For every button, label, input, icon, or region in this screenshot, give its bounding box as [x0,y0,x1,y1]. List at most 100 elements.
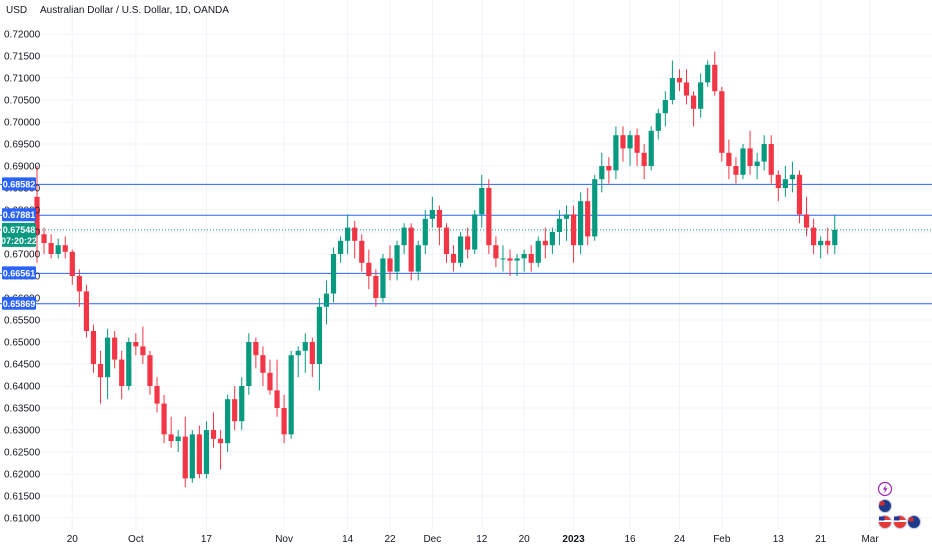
x-tick-label: 21 [815,534,827,545]
candle-body-down [387,258,393,272]
candle-body-down [267,372,273,391]
y-tick-label: 0.65000 [4,338,41,349]
candle [105,328,111,400]
current-price-label: 0.67548 [3,225,36,235]
candle [175,430,181,452]
candle-body-down [154,386,160,404]
x-tick-label: Mar [861,534,879,545]
y-tick-label: 0.62500 [4,448,41,459]
candle-body-up [415,245,421,272]
candle-body-down [465,236,471,250]
candle-body-up [578,201,584,246]
candle [401,223,407,254]
candle [246,333,252,395]
x-tick-label: 20 [67,534,79,545]
x-tick-label: 16 [624,534,636,545]
candle [309,337,315,378]
candle [782,166,788,197]
candle-body-up [330,254,337,294]
candle [719,86,725,162]
candle [232,386,238,430]
candle [740,144,746,180]
candle-body-down [719,91,725,153]
candle-body-down [450,254,457,263]
candle [768,135,774,184]
candle-body-down [147,355,153,386]
candle [479,174,485,228]
candle [443,223,450,263]
candle [450,245,457,272]
level-price-label: 0.68582 [3,179,36,189]
y-tick-label: 0.62000 [4,470,41,481]
candle [620,126,626,162]
candle-body-down [606,166,612,171]
currency-label: USD [6,5,27,16]
candle-body-up [549,232,555,246]
level-price-tag [2,266,36,280]
candle-body-down [97,364,104,378]
candle-body-up [754,161,760,166]
candle [90,324,97,373]
y-tick-label: 0.69500 [4,140,41,151]
candle-body-up [380,258,386,298]
current-price-tag [2,222,36,247]
us-flag-event-icon[interactable] [878,515,892,529]
candle-body-up [535,240,541,263]
candle [563,205,570,241]
candle-body-up [345,227,351,241]
candle-body-down [309,342,315,364]
time-axis[interactable]: 20 Oct 17 Nov 14 22 Dec 12 20 2023 16 24 Feb 13 21 Mar [67,534,880,545]
candle [556,210,563,246]
candle-body-down [570,214,577,246]
level-price-label: 0.65869 [3,299,36,309]
y-tick-label: 0.70000 [4,118,41,129]
candle [281,394,287,444]
lightning-event-icon[interactable] [877,481,893,497]
candle-body-down [210,430,217,439]
symbol-title: Australian Dollar / U.S. Dollar, 1D, OAN… [40,5,229,16]
candle-body-up [337,240,344,254]
candle-body-up [740,148,746,175]
candle-body-up [302,342,308,351]
candle-body-down [690,95,697,109]
candle [514,254,520,276]
us-flag-event-icon[interactable] [893,515,907,529]
candle [585,188,591,246]
level-price-label: 0.66561 [3,268,36,278]
candle [34,166,40,263]
candle-body-down [747,148,753,166]
candle-body-up [323,293,330,307]
x-tick-label: 2023 [562,534,585,545]
candle-body-down [825,240,831,246]
x-tick-label: 13 [773,534,785,545]
candle-body-up [669,78,675,100]
candle-body-up [126,342,132,386]
candle [337,236,344,263]
au-flag-event-icon[interactable] [878,499,892,513]
candle-body-up [556,218,563,232]
candle [803,196,810,237]
y-tick-label: 0.69000 [4,162,41,173]
candle [634,128,640,166]
candle-body-up [479,188,485,215]
y-tick-label: 0.71000 [4,74,41,85]
candle-body-down [90,331,97,364]
candle [373,269,379,307]
level-price-label: 0.67881 [3,210,36,220]
candle-body-up [239,386,245,422]
candle-body-down [34,196,40,235]
candle [493,236,499,268]
candle-body-down [768,144,774,175]
candle [465,227,471,259]
x-tick-label: 22 [384,534,396,545]
candle-body-down [196,434,202,474]
candle [754,152,760,180]
event-icons[interactable] [877,481,921,529]
candle-body-up [316,306,322,364]
candle [288,350,294,439]
candle [133,333,139,356]
candle-body-down [112,337,118,360]
candle-body-down [274,390,280,408]
au-flag-event-icon[interactable] [907,515,921,529]
